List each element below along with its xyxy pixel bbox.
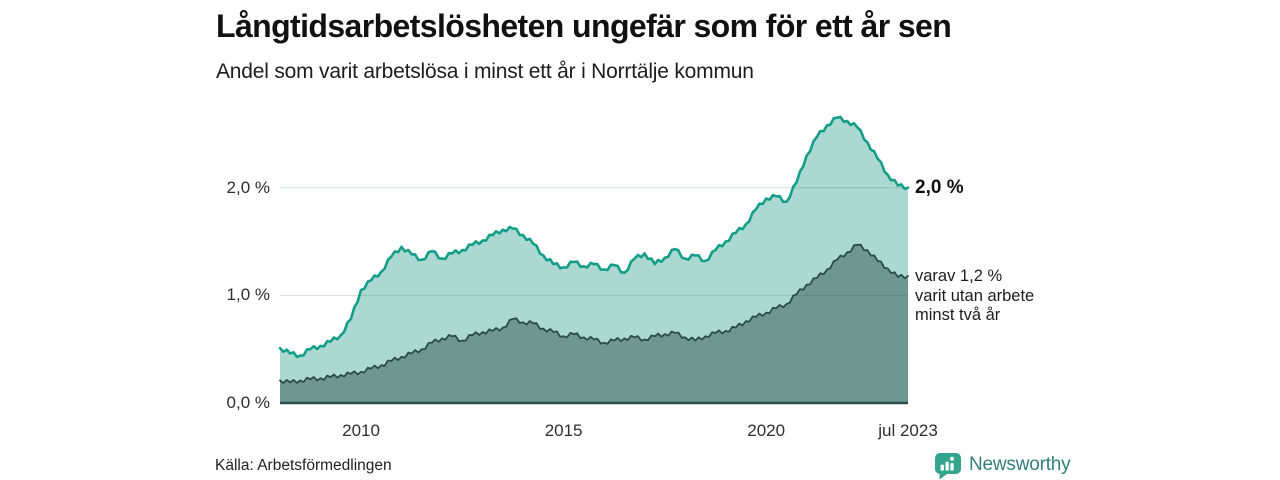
- annotation-line: varit utan arbete: [915, 286, 1035, 305]
- newsworthy-logo[interactable]: Newsworthy: [934, 450, 1071, 480]
- x-tick-label: 2015: [544, 421, 583, 440]
- newsworthy-wordmark: Newsworthy: [969, 454, 1071, 475]
- annotation-line: minst två år: [915, 306, 1001, 324]
- series2-end-annotation: varav 1,2 % varit utan arbete minst två …: [915, 267, 1034, 326]
- x-tick-label: jul 2023: [878, 421, 938, 440]
- y-tick-label: 2,0 %: [226, 177, 270, 197]
- y-tick-label: 0,0 %: [226, 393, 270, 412]
- chart-subtitle: Andel som varit arbetslösa i minst ett å…: [216, 60, 754, 83]
- series1-end-value-label: 2,0 %: [915, 177, 964, 198]
- newsworthy-badge-icon: [935, 452, 961, 479]
- chart-title: Långtidsarbetslösheten ungefär som för e…: [216, 8, 952, 44]
- x-tick-label: 2020: [747, 421, 786, 440]
- annotation-line: varav 1,2 %: [915, 267, 1003, 285]
- y-tick-label: 1,0 %: [226, 285, 270, 305]
- source-note: Källa: Arbetsförmedlingen: [215, 457, 392, 474]
- x-tick-label: 2010: [342, 421, 380, 440]
